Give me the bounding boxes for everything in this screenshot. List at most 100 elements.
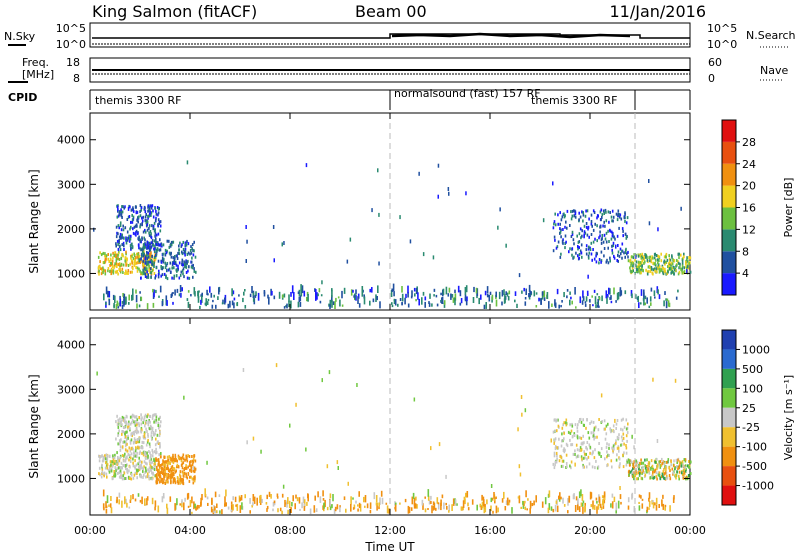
echo-cell <box>110 463 112 467</box>
echo-cell <box>649 476 652 480</box>
echo-cell <box>126 257 128 261</box>
echo-cell <box>673 268 676 272</box>
echo-cell <box>119 210 121 214</box>
echo-cell <box>140 271 143 275</box>
nave-tick-bottom: 0 <box>708 72 715 85</box>
echo-cell <box>664 506 666 511</box>
echo-cell <box>177 481 180 485</box>
echo-cell <box>427 489 430 497</box>
echo-cell <box>114 472 116 477</box>
echo-cell <box>625 451 628 455</box>
echo-cell <box>634 462 637 466</box>
echo-cell <box>122 426 125 429</box>
echo-cell <box>595 459 597 463</box>
echo-cell <box>630 290 633 297</box>
echo-cell <box>117 466 120 470</box>
echo-cell <box>125 435 127 439</box>
echo-cell <box>178 244 180 248</box>
echo-cell <box>136 303 138 309</box>
echo-cell <box>123 459 125 463</box>
echo-cell <box>638 265 640 269</box>
echo-cell <box>239 505 242 513</box>
echo-cell <box>573 432 576 436</box>
echo-cell <box>155 266 158 270</box>
echo-cell <box>550 438 552 443</box>
echo-cell <box>350 496 352 505</box>
echo-cell <box>151 454 154 458</box>
echo-cell <box>595 425 597 429</box>
echo-cell <box>185 464 187 468</box>
echo-cell <box>504 506 507 511</box>
echo-cell <box>142 441 145 445</box>
echo-cell <box>221 302 224 305</box>
echo-cell <box>445 474 447 479</box>
echo-cell <box>634 474 636 478</box>
echo-cell <box>329 299 332 308</box>
echo-cell <box>128 294 130 301</box>
echo-cell <box>422 291 425 296</box>
echo-cell <box>166 239 169 243</box>
echo-cell <box>565 453 568 457</box>
echo-cell <box>126 238 129 242</box>
echo-cell <box>149 451 151 455</box>
echo-cell <box>548 490 551 498</box>
echo-cell <box>329 499 331 507</box>
echo-cell <box>101 454 103 458</box>
echo-cell <box>566 444 569 448</box>
echo-cell <box>641 264 643 268</box>
echo-cell <box>583 450 585 454</box>
echo-cell <box>142 249 144 253</box>
echo-cell <box>678 252 680 256</box>
echo-cell <box>427 508 429 510</box>
echo-cell <box>112 271 115 275</box>
echo-cell <box>159 424 162 428</box>
echo-cell <box>154 207 157 210</box>
echo-cell <box>555 460 558 464</box>
echo-cell <box>552 430 555 434</box>
echo-cell <box>687 474 690 477</box>
echo-cell <box>157 459 160 463</box>
echo-cell <box>153 457 155 461</box>
echo-cell <box>245 225 247 229</box>
echo-cell <box>172 240 175 244</box>
echo-cell <box>581 441 584 445</box>
echo-cell <box>548 301 550 309</box>
echo-cell <box>141 216 143 220</box>
echo-cell <box>635 270 638 274</box>
echo-cell <box>287 497 289 505</box>
echo-cell <box>103 474 105 478</box>
echo-cell <box>130 433 132 437</box>
echo-cell <box>485 302 487 309</box>
echo-cell <box>659 476 661 480</box>
echo-cell <box>595 251 598 255</box>
echo-cell <box>586 418 588 421</box>
echo-cell <box>160 420 162 424</box>
echo-cell <box>158 243 160 247</box>
echo-cell <box>111 268 113 272</box>
echo-cell <box>671 261 673 265</box>
echo-cell <box>131 261 133 265</box>
echo-cell <box>161 258 164 262</box>
echo-cell <box>178 293 181 297</box>
echo-cell <box>662 503 665 510</box>
echo-cell <box>142 453 145 457</box>
echo-cell <box>133 451 135 455</box>
echo-cell <box>143 271 145 275</box>
echo-cell <box>577 498 579 505</box>
echo-cell <box>130 246 132 250</box>
echo-cell <box>446 506 448 510</box>
echo-cell <box>626 216 629 220</box>
echo-cell <box>385 502 388 505</box>
echo-cell <box>571 424 574 428</box>
echo-cell <box>155 240 157 244</box>
echo-cell <box>129 449 132 453</box>
echo-cell <box>637 254 640 258</box>
echo-cell <box>347 481 349 486</box>
echo-cell <box>624 212 626 216</box>
echo-cell <box>140 418 143 422</box>
echo-cell <box>169 469 171 473</box>
echo-cell <box>225 489 227 497</box>
echo-cell <box>129 244 132 248</box>
echo-cell <box>195 270 197 274</box>
